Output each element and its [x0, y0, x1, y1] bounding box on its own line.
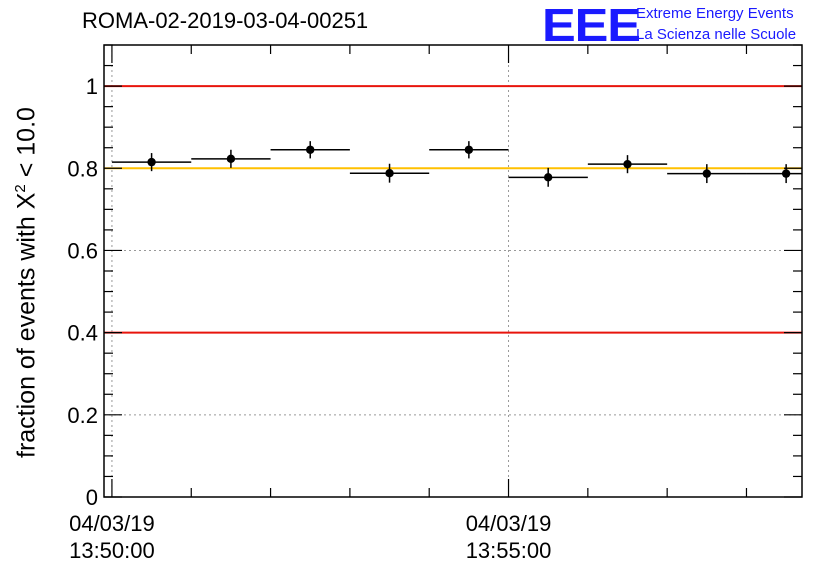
point-marker	[623, 159, 632, 169]
x-tick-time: 13:50:00	[69, 538, 155, 563]
data-point	[349, 163, 430, 183]
y-axis-label-prefix: fraction of events with	[12, 209, 41, 458]
y-tick-label: 0.6	[67, 238, 98, 263]
data-point	[270, 141, 350, 159]
y-tick-labels: 0 0.2 0.4 0.6 0.8 1	[67, 74, 98, 510]
data-point	[587, 155, 668, 174]
point-marker	[385, 169, 394, 178]
data-point	[429, 141, 509, 159]
data-point	[191, 149, 271, 168]
chart-title: ROMA-02-2019-03-04-00251	[82, 8, 369, 33]
data-point	[746, 164, 802, 184]
point-marker	[464, 145, 474, 154]
data-point	[667, 164, 747, 184]
y-tick-label: 0	[86, 485, 98, 510]
plot-frame	[103, 44, 803, 498]
axis-ticks	[104, 44, 802, 498]
y-axis-label-symbol: X	[12, 192, 41, 210]
data-point	[111, 153, 192, 172]
y-tick-label: 0.4	[67, 321, 98, 346]
x-tick-label: 04/03/19 13:55:00	[449, 510, 569, 564]
x-tick-date: 04/03/19	[69, 511, 155, 536]
grid-lines	[104, 45, 802, 497]
point-marker	[306, 145, 315, 154]
point-marker	[226, 154, 236, 164]
y-tick-label: 0.8	[67, 156, 98, 181]
x-tick-time: 13:55:00	[465, 538, 552, 563]
logo-line-2: La Scienza nelle Scuole	[636, 26, 797, 43]
point-marker	[147, 157, 156, 167]
eee-logo: EEE	[542, 0, 641, 51]
data-points	[111, 141, 802, 187]
point-marker	[781, 169, 791, 178]
y-tick-label: 0.2	[67, 403, 98, 428]
x-tick-date: 04/03/19	[465, 511, 552, 536]
y-axis-label-exponent: 2	[12, 184, 29, 193]
reference-lines	[104, 85, 802, 334]
logo-line-1: Extreme Energy Events	[636, 5, 794, 22]
point-marker	[702, 169, 712, 178]
y-tick-label: 1	[86, 74, 98, 99]
data-point	[508, 167, 588, 187]
x-tick-label: 04/03/19 13:50:00	[52, 510, 172, 564]
y-axis-label-suffix: < 10.0	[12, 107, 41, 185]
point-marker	[543, 173, 553, 182]
